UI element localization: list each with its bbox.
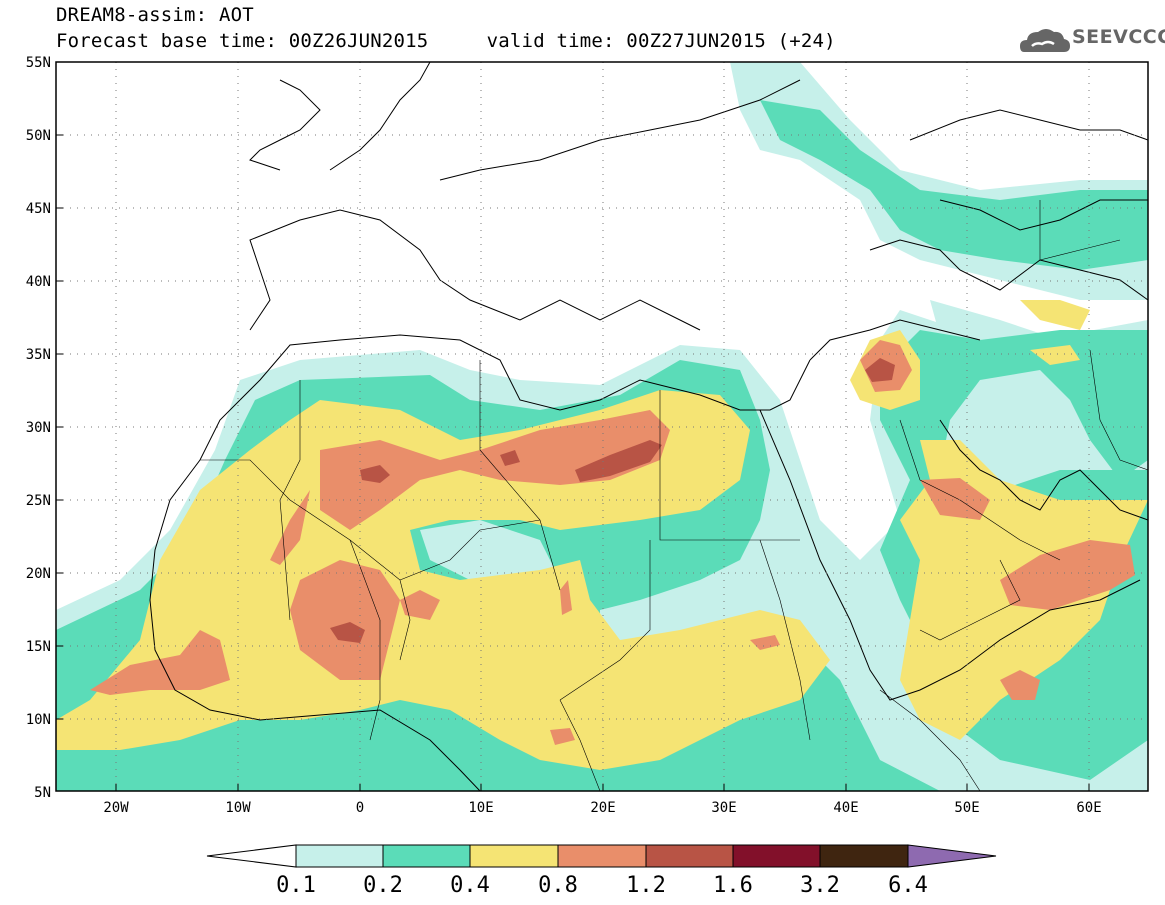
lat-label: 30N (26, 420, 51, 436)
logo-text: SEEVCCC (1072, 26, 1165, 48)
lon-label: 40E (833, 800, 858, 816)
title-line-1: DREAM8-assim: AOT (56, 4, 254, 26)
lat-label: 55N (26, 55, 51, 71)
colorbar-label: 6.4 (888, 873, 928, 898)
colorbar-swatch (382, 844, 471, 868)
colorbar-label: 0.2 (363, 873, 403, 898)
colorbar-label: 0.1 (276, 873, 316, 898)
lat-label: 35N (26, 347, 51, 363)
colorbar-label: 1.6 (713, 873, 753, 898)
lat-label: 50N (26, 128, 51, 144)
colorbar-label: 0.4 (450, 873, 490, 898)
coastlines (149, 62, 1148, 791)
country-borders (200, 200, 1148, 791)
colorbar-swatch (557, 844, 647, 868)
lon-label: 30E (711, 800, 736, 816)
colorbar-labels: 0.1 0.2 0.4 0.8 1.2 1.6 3.2 6.4 (276, 873, 928, 898)
lon-label: 0 (356, 800, 364, 816)
colorbar-label: 1.2 (626, 873, 666, 898)
lon-label: 10W (225, 800, 251, 816)
lat-label: 25N (26, 493, 51, 509)
lon-label: 50E (954, 800, 979, 816)
colorbar-under-arrow (206, 844, 297, 868)
colorbar-swatch (645, 844, 734, 868)
colorbar-swatch (295, 844, 384, 868)
lat-label: 15N (26, 639, 51, 655)
lat-labels: 55N 50N 45N 40N 35N 30N 25N 20N 15N 10N … (26, 55, 51, 801)
lon-label: 10E (468, 800, 493, 816)
colorbar (206, 844, 997, 868)
title-line-2: Forecast base time: 00Z26JUN2015 valid t… (56, 30, 836, 52)
colorbar-swatch (819, 844, 909, 868)
colorbar-swatch (732, 844, 821, 868)
colorbar-label: 0.8 (538, 873, 578, 898)
graticule (56, 62, 1148, 791)
aot-band-0.8 (90, 340, 1135, 745)
colorbar-over-arrow (907, 844, 997, 868)
lat-label: 5N (34, 785, 51, 801)
aot-band-1.2 (330, 358, 895, 643)
lon-label: 20E (590, 800, 615, 816)
lat-label: 40N (26, 274, 51, 290)
lon-label: 20W (103, 800, 129, 816)
colorbar-swatch (469, 844, 559, 868)
lat-label: 20N (26, 566, 51, 582)
cloud-icon (1020, 29, 1070, 52)
lat-label: 10N (26, 712, 51, 728)
lat-label: 45N (26, 201, 51, 217)
colorbar-label: 3.2 (800, 873, 840, 898)
lon-label: 60E (1076, 800, 1101, 816)
tick-marks (56, 61, 1090, 791)
lon-labels: 20W 10W 0 10E 20E 30E 40E 50E 60E (103, 800, 1101, 816)
